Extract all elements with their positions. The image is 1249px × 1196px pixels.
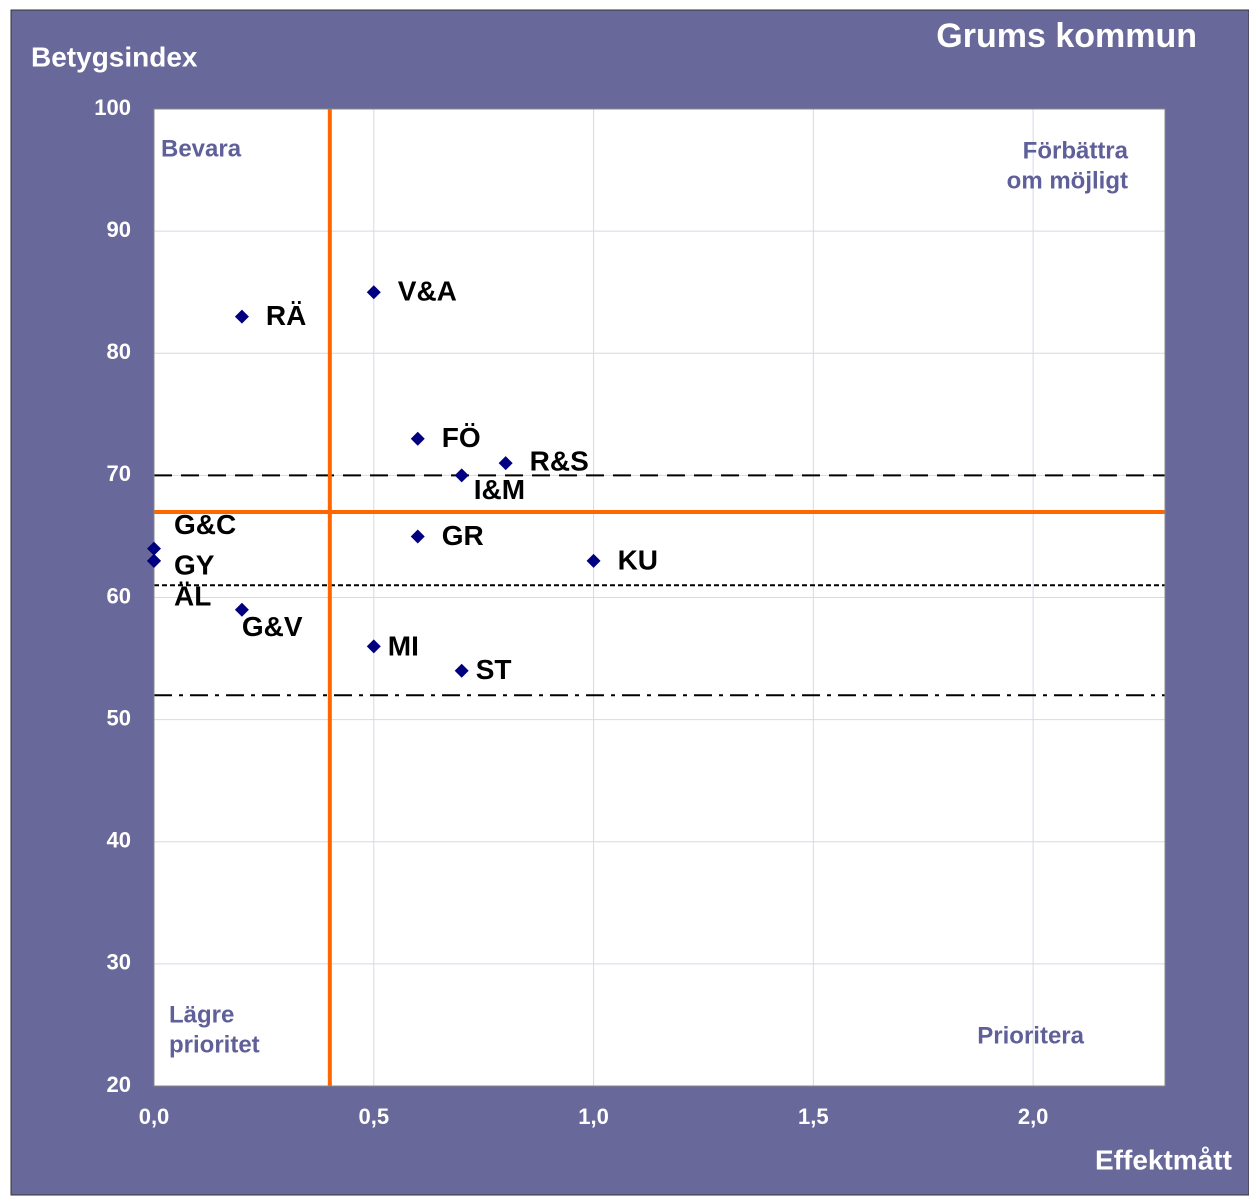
y-tick-label: 60	[107, 583, 131, 608]
data-point	[234, 309, 249, 324]
quadrant-label: om möjligt	[1007, 167, 1128, 194]
quadrant-label: Lägre	[169, 1001, 234, 1028]
data-point	[410, 431, 425, 446]
y-tick-label: 100	[94, 95, 131, 120]
y-tick-label: 30	[107, 950, 131, 975]
data-point	[454, 663, 469, 678]
y-tick-label: 20	[107, 1072, 131, 1097]
data-point	[366, 285, 381, 300]
data-point	[366, 639, 381, 654]
point-label: GR	[442, 520, 484, 551]
point-label: FÖ	[442, 422, 481, 453]
x-axis-label: Effektmått	[1095, 1144, 1232, 1175]
point-label: RÄ	[266, 300, 306, 331]
point-label: GY	[174, 549, 215, 580]
point-label: ÄL	[174, 580, 211, 611]
y-tick-label: 90	[107, 217, 131, 242]
y-tick-label: 40	[107, 828, 131, 853]
point-label: R&S	[530, 446, 589, 477]
data-point	[454, 468, 469, 483]
x-tick-label: 1,5	[798, 1104, 829, 1129]
y-tick-label: 50	[107, 705, 131, 730]
y-tick-label: 70	[107, 461, 131, 486]
quadrant-label: Prioritera	[977, 1022, 1084, 1049]
data-point	[147, 541, 161, 556]
data-point	[498, 456, 513, 471]
plot-border	[153, 108, 1166, 1087]
data-point	[410, 529, 425, 544]
quadrant-label: Förbättra	[1023, 137, 1129, 164]
x-tick-label: 2,0	[1018, 1104, 1049, 1129]
data-point	[147, 553, 161, 568]
data-point	[586, 553, 601, 568]
point-label: KU	[618, 544, 658, 575]
quadrant-label: Bevara	[161, 135, 242, 162]
y-axis-label: Betygsindex	[31, 41, 198, 72]
point-label: ST	[476, 654, 512, 685]
point-label: I&M	[474, 474, 525, 505]
x-tick-label: 0,0	[139, 1104, 170, 1129]
chart-title: Grums kommun	[936, 17, 1197, 55]
point-label: MI	[388, 631, 419, 662]
x-tick-label: 1,0	[578, 1104, 609, 1129]
point-label: G&C	[174, 509, 236, 540]
data-point	[234, 602, 249, 617]
quadrant-label: prioritet	[169, 1031, 260, 1058]
point-label: G&V	[242, 611, 303, 642]
y-tick-label: 80	[107, 339, 131, 364]
point-label: V&A	[398, 276, 457, 307]
x-tick-label: 0,5	[358, 1104, 389, 1129]
